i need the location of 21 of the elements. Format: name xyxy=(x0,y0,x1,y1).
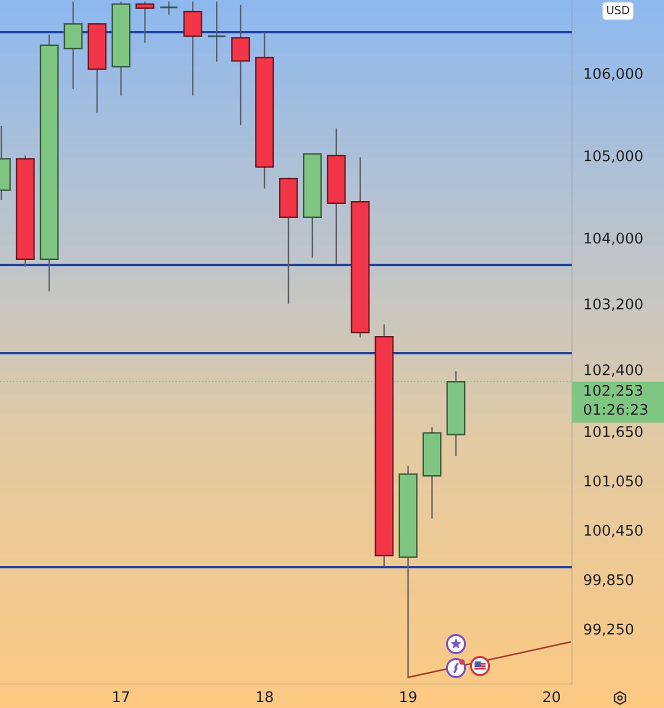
y-tick-label: 105,000 xyxy=(584,150,642,163)
ref-line-label: 102,253 xyxy=(584,384,642,398)
y-tick-label: 100,450 xyxy=(584,524,642,538)
x-tick-label: 19 xyxy=(400,691,416,702)
y-axis-title: USD xyxy=(607,6,630,14)
y-tick-label: 104,000 xyxy=(584,232,642,246)
candlestick xyxy=(159,0,178,16)
y-tick-label: 106,000 xyxy=(584,68,642,80)
x-tick-label: 18 xyxy=(256,691,273,702)
candlestick xyxy=(136,0,154,44)
text: 01:26:23 xyxy=(584,404,648,415)
y-tick-label: 103,200 xyxy=(584,298,642,311)
y-tick-label: 99,850 xyxy=(584,574,634,587)
x-tick-label: 17 xyxy=(113,691,130,702)
y-tick-label: 101,650 xyxy=(584,426,642,439)
y-tick-label: 101,050 xyxy=(584,475,642,488)
y-tick-label: 102,400 xyxy=(584,364,642,377)
candlestick xyxy=(207,0,226,62)
candlestick xyxy=(231,4,250,126)
x-tick-label: 20 xyxy=(543,691,560,702)
y-tick-label: 99,250 xyxy=(584,624,634,636)
